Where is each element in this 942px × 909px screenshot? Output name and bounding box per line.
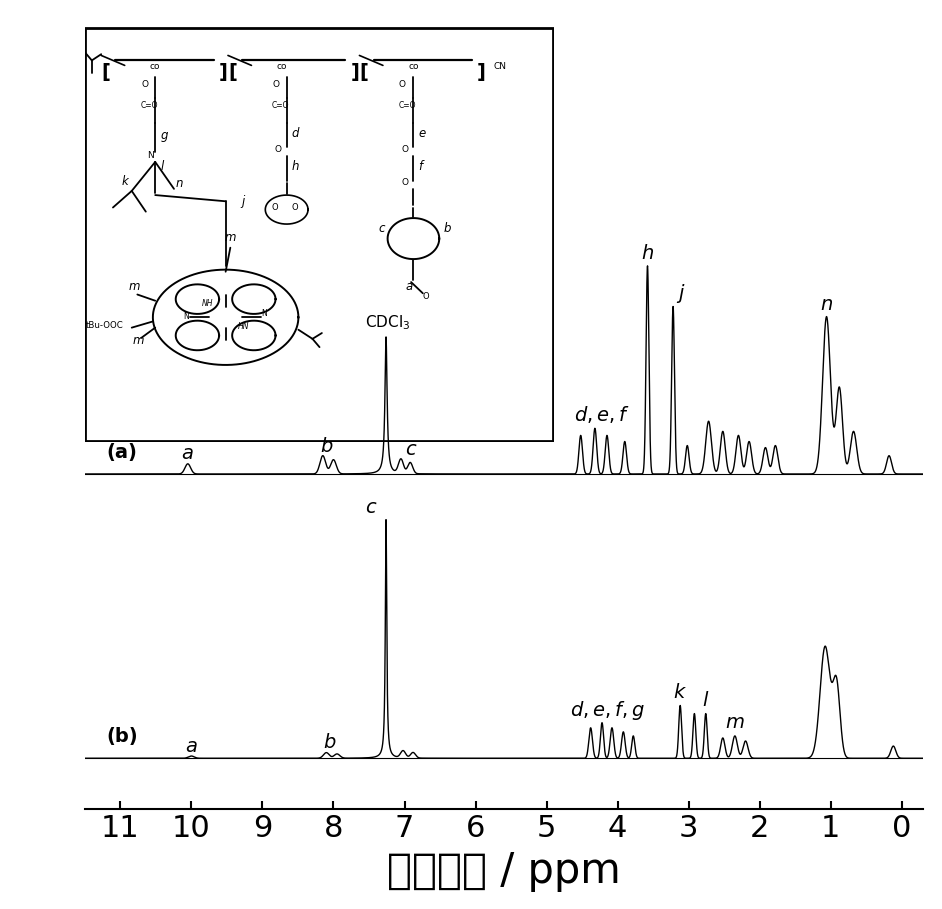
Text: $b$: $b$	[319, 436, 333, 455]
Text: $m$: $m$	[725, 713, 745, 732]
Text: CDCl$_3$: CDCl$_3$	[365, 313, 411, 332]
Text: $d,e,f,g$: $d,e,f,g$	[570, 699, 644, 722]
Text: $h$: $h$	[641, 244, 654, 263]
Text: $k$: $k$	[674, 684, 687, 703]
Text: $n$: $n$	[820, 295, 833, 314]
Text: $j$: $j$	[675, 283, 685, 305]
Text: $b$: $b$	[323, 733, 336, 752]
Text: $a$: $a$	[182, 444, 194, 463]
Text: (a): (a)	[106, 443, 137, 462]
Text: (b): (b)	[106, 727, 138, 746]
Text: $a$: $a$	[185, 737, 198, 756]
Text: $d,e,f$: $d,e,f$	[575, 405, 630, 425]
Text: $c$: $c$	[365, 497, 378, 516]
Text: $c$: $c$	[405, 440, 418, 459]
Text: $l$: $l$	[702, 692, 709, 711]
X-axis label: 化学位移 / ppm: 化学位移 / ppm	[387, 850, 621, 892]
